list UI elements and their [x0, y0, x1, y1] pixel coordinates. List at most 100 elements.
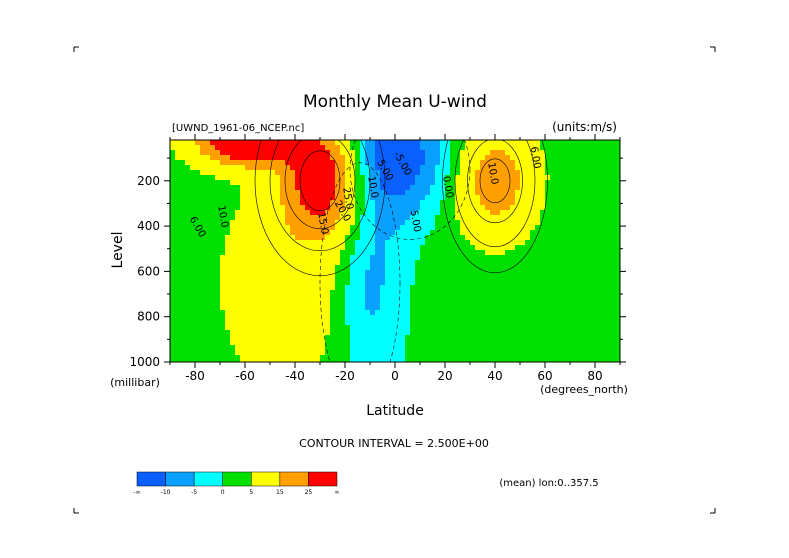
field-cell — [180, 180, 186, 186]
field-cell — [400, 155, 406, 161]
field-cell — [420, 250, 426, 256]
field-cell — [345, 255, 351, 261]
field-cell — [235, 210, 241, 216]
field-cell — [420, 265, 426, 271]
field-cell — [250, 195, 256, 201]
field-cell — [335, 325, 341, 331]
field-cell — [310, 235, 316, 241]
dataset-label: [UWND_1961-06_NCEP.nc] — [172, 123, 304, 134]
field-cell — [460, 180, 466, 186]
field-cell — [230, 340, 236, 346]
field-cell — [275, 345, 281, 351]
field-cell — [265, 180, 271, 186]
field-cell — [340, 320, 346, 326]
color-legend: -∞ -10 -5 0 5 15 25 ∞ — [133, 471, 340, 496]
field-cell — [460, 220, 466, 226]
field-cell — [455, 160, 461, 166]
field-cell — [500, 200, 506, 206]
field-cell — [615, 185, 620, 191]
field-cell — [215, 260, 221, 266]
field-cell — [235, 155, 241, 161]
field-cell — [225, 330, 231, 336]
field-cell — [450, 150, 456, 156]
field-cell — [490, 285, 496, 291]
isotach-line — [467, 140, 523, 224]
field-cell — [305, 230, 311, 236]
field-cell — [330, 260, 336, 266]
field-cell — [380, 145, 386, 151]
field-cell — [215, 315, 221, 321]
field-cell — [565, 360, 571, 362]
field-cell — [460, 230, 466, 236]
field-cell — [555, 240, 561, 246]
field-cell — [510, 225, 516, 231]
field-cell — [530, 355, 536, 361]
field-cell — [515, 150, 521, 156]
field-cell — [560, 175, 566, 181]
field-cell — [510, 260, 516, 266]
field-cell — [505, 205, 511, 211]
field-cell — [495, 295, 501, 301]
field-cell — [350, 285, 356, 291]
field-cell — [370, 230, 376, 236]
field-cell — [435, 145, 441, 151]
field-cell — [330, 350, 336, 356]
field-cell — [555, 285, 561, 291]
field-cell — [385, 345, 391, 351]
field-cell — [485, 325, 491, 331]
field-cell — [360, 260, 366, 266]
field-cell — [245, 350, 251, 356]
field-cell — [465, 245, 471, 251]
field-cell — [210, 140, 216, 146]
field-cell — [565, 180, 571, 186]
field-cell — [555, 190, 561, 196]
field-cell — [545, 145, 551, 151]
field-cell — [610, 350, 616, 356]
field-cell — [195, 350, 201, 356]
field-cell — [185, 300, 191, 306]
field-cell — [450, 170, 456, 176]
field-cell — [545, 315, 551, 321]
field-cell — [265, 245, 271, 251]
field-cell — [425, 225, 431, 231]
field-cell — [425, 315, 431, 321]
field-cell — [510, 230, 516, 236]
field-cell — [410, 265, 416, 271]
field-cell — [530, 260, 536, 266]
field-cell — [580, 260, 586, 266]
field-cell — [460, 225, 466, 231]
field-cell — [190, 310, 196, 316]
field-cell — [505, 140, 511, 146]
field-cell — [380, 180, 386, 186]
field-cell — [560, 205, 566, 211]
field-cell — [540, 295, 546, 301]
field-cell — [520, 215, 526, 221]
field-cell — [320, 295, 326, 301]
field-cell — [315, 145, 321, 151]
field-cell — [330, 290, 336, 296]
field-cell — [560, 320, 566, 326]
field-cell — [450, 215, 456, 221]
field-cell — [235, 360, 241, 362]
field-cell — [430, 140, 436, 146]
field-cell — [505, 185, 511, 191]
field-cell — [455, 245, 461, 251]
field-cell — [545, 205, 551, 211]
field-cell — [540, 345, 546, 351]
field-cell — [280, 280, 286, 286]
field-cell — [260, 280, 266, 286]
field-cell — [405, 305, 411, 311]
field-cell — [390, 320, 396, 326]
field-cell — [280, 185, 286, 191]
field-cell — [505, 315, 511, 321]
field-cell — [215, 185, 221, 191]
field-cell — [615, 250, 620, 256]
field-cell — [530, 250, 536, 256]
field-cell — [360, 155, 366, 161]
contour-label: 5.00 — [408, 209, 423, 233]
field-cell — [195, 230, 201, 236]
field-cell — [355, 335, 361, 341]
field-cell — [455, 195, 461, 201]
field-cell — [235, 340, 241, 346]
field-cell — [565, 340, 571, 346]
